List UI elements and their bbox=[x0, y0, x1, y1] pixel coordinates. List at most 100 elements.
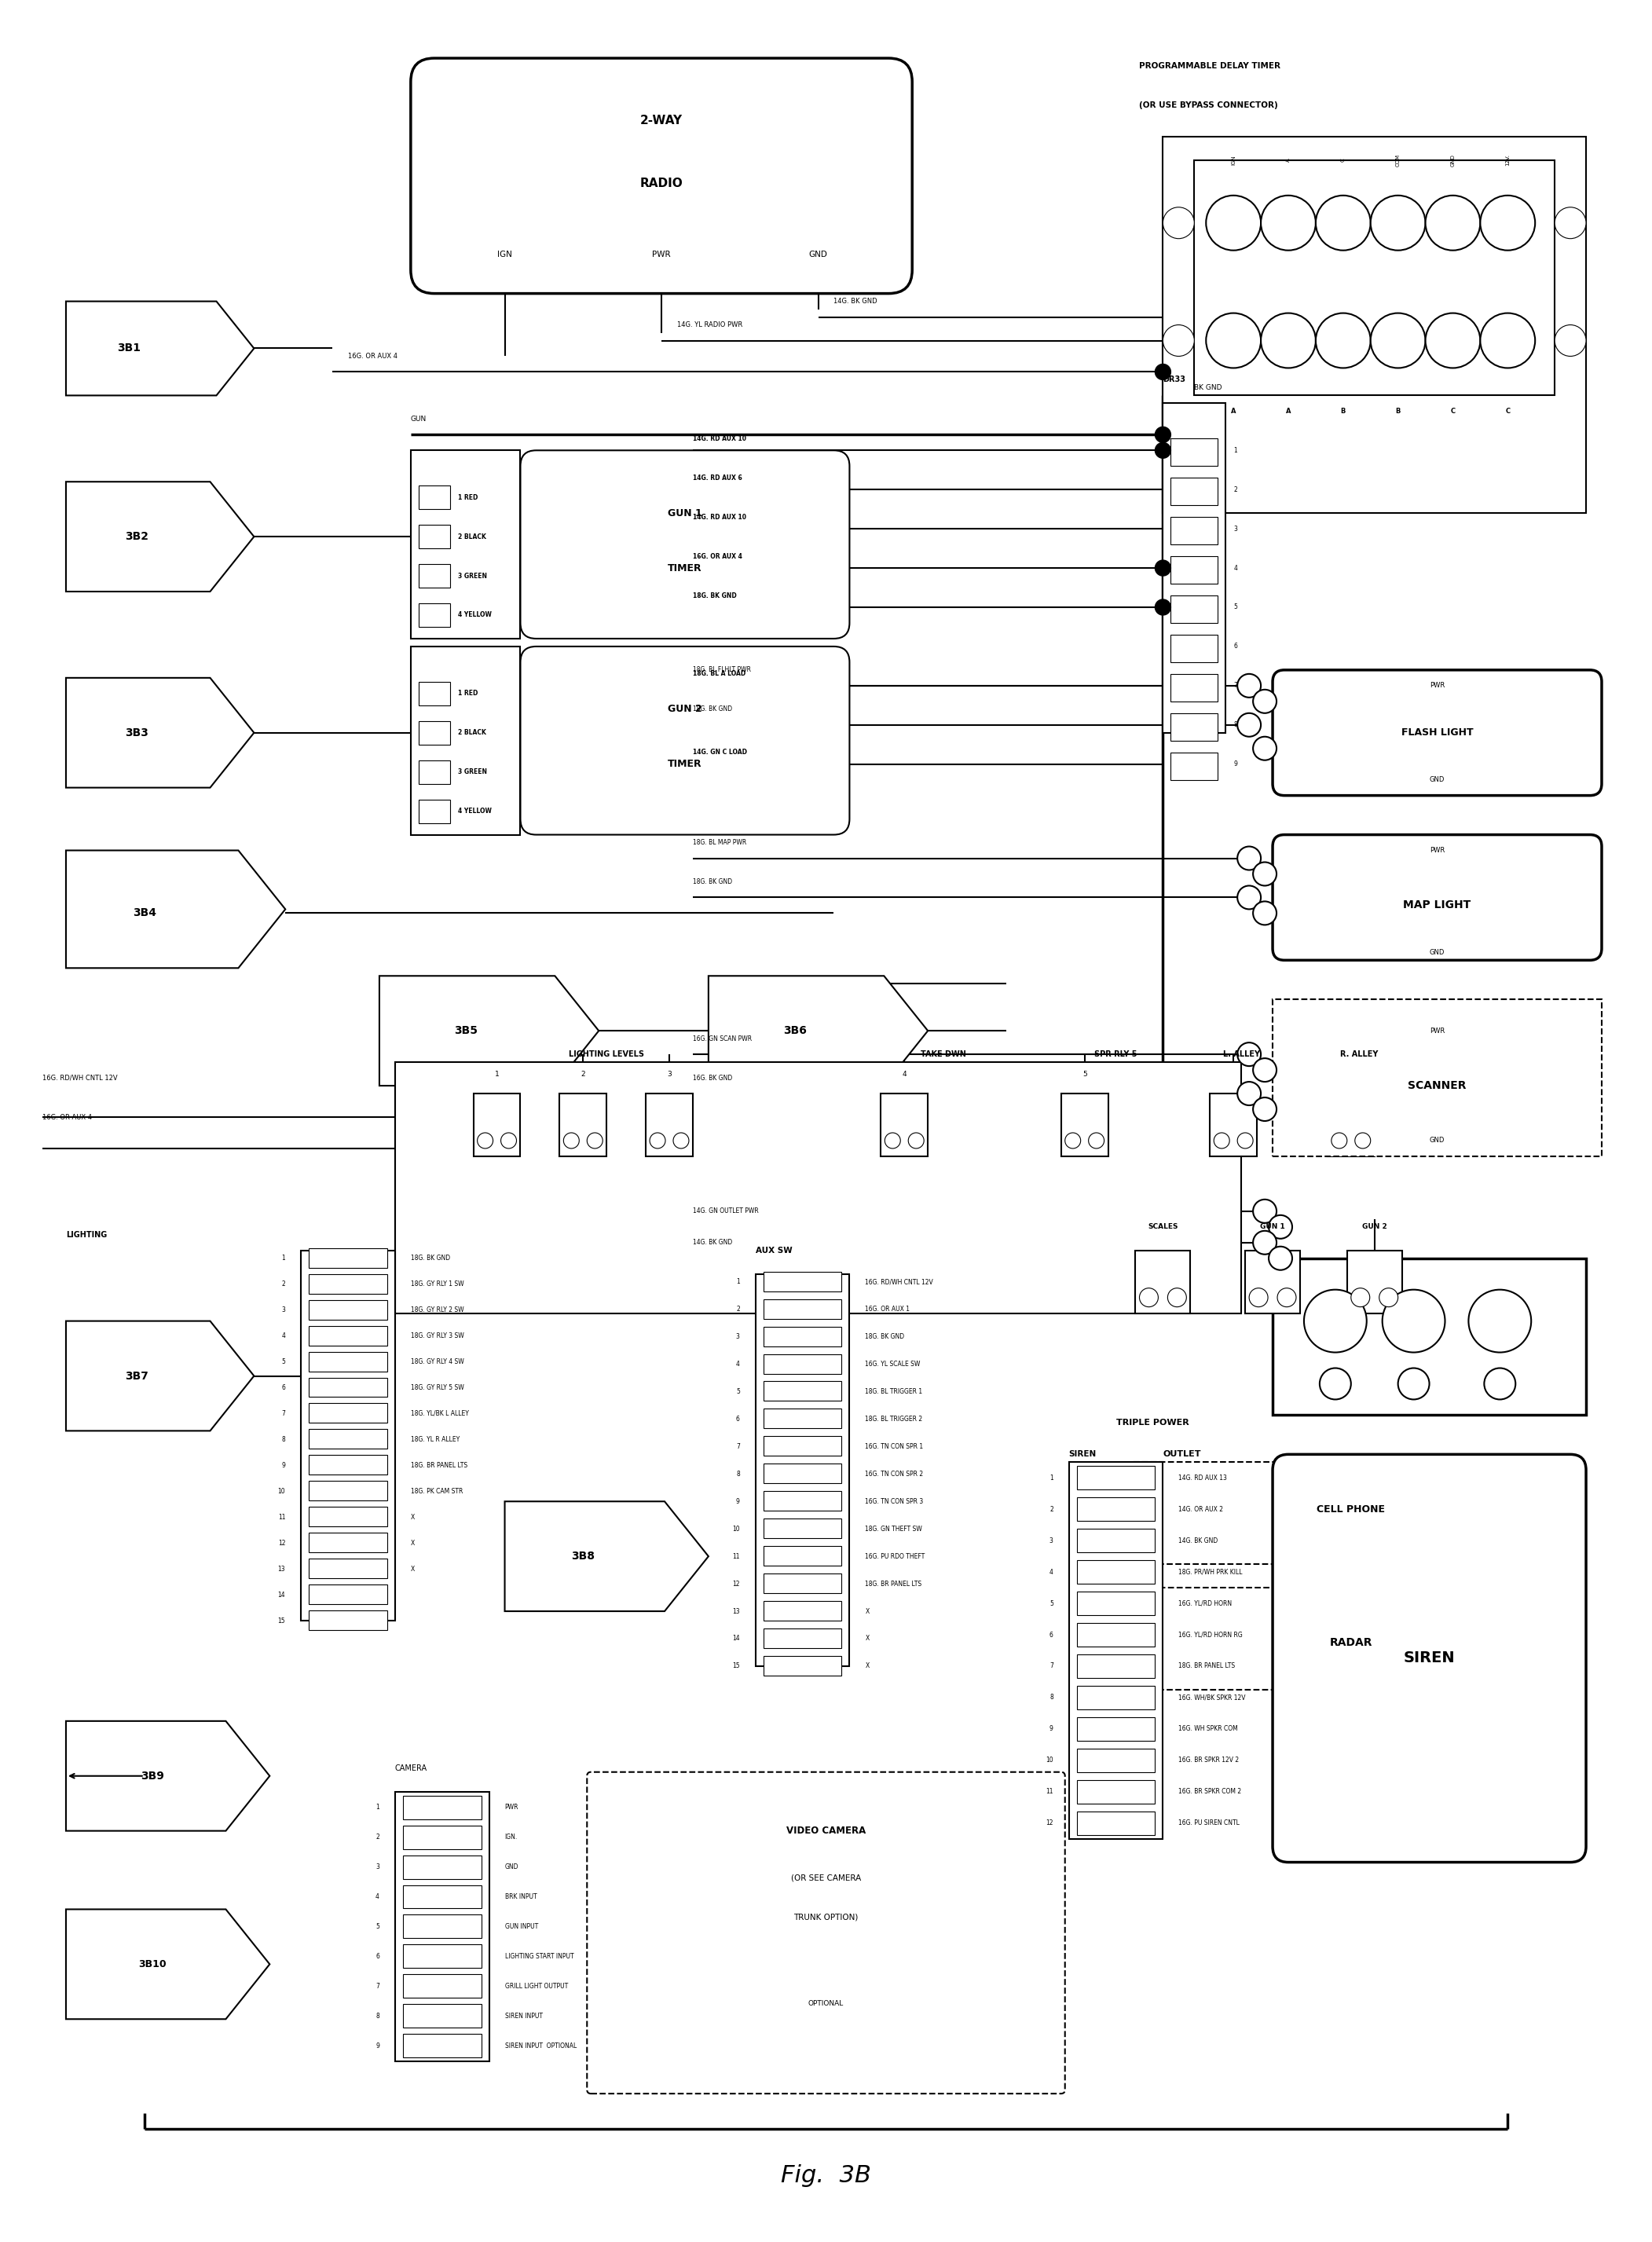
Text: 9: 9 bbox=[1049, 1726, 1054, 1733]
Text: 16G. WH SPKR COM: 16G. WH SPKR COM bbox=[1178, 1726, 1237, 1733]
Bar bbox=[1132, 1587, 1571, 1690]
Bar bbox=[1272, 1000, 1602, 1157]
Bar bbox=[763, 1354, 841, 1374]
Text: 11: 11 bbox=[1046, 1789, 1054, 1796]
Text: X: X bbox=[411, 1565, 415, 1572]
Text: 14: 14 bbox=[278, 1592, 286, 1599]
Text: TAKE DWN: TAKE DWN bbox=[920, 1051, 966, 1058]
Circle shape bbox=[1252, 1199, 1277, 1222]
Bar bbox=[1328, 1094, 1374, 1157]
Text: (OR SEE CAMERA: (OR SEE CAMERA bbox=[791, 1874, 861, 1881]
Text: 4: 4 bbox=[281, 1332, 286, 1338]
Bar bbox=[418, 682, 449, 706]
Text: BRK INPUT: BRK INPUT bbox=[506, 1892, 537, 1901]
Bar bbox=[403, 2004, 481, 2027]
Text: 9: 9 bbox=[737, 1498, 740, 1504]
Text: SIREN: SIREN bbox=[1069, 1451, 1097, 1457]
Text: 4: 4 bbox=[902, 1069, 907, 1078]
Bar bbox=[763, 1601, 841, 1621]
Circle shape bbox=[1249, 1289, 1269, 1307]
Circle shape bbox=[1252, 1099, 1277, 1121]
Text: 3 GREEN: 3 GREEN bbox=[458, 572, 487, 578]
Text: GUN INPUT: GUN INPUT bbox=[506, 1924, 539, 1930]
Text: X: X bbox=[411, 1513, 415, 1520]
Text: 5: 5 bbox=[281, 1359, 286, 1365]
Text: 5: 5 bbox=[1082, 1069, 1087, 1078]
Text: GUN 2: GUN 2 bbox=[1361, 1224, 1388, 1231]
Text: 3B5: 3B5 bbox=[454, 1025, 477, 1036]
Circle shape bbox=[1237, 713, 1260, 738]
Text: 15: 15 bbox=[732, 1664, 740, 1670]
Circle shape bbox=[1252, 901, 1277, 926]
Text: VIDEO CAMERA: VIDEO CAMERA bbox=[786, 1825, 866, 1836]
Text: 3: 3 bbox=[667, 1069, 672, 1078]
Text: 5: 5 bbox=[737, 1388, 740, 1395]
Text: GUN 1: GUN 1 bbox=[667, 509, 702, 518]
Bar bbox=[395, 1791, 489, 2060]
Text: PWR: PWR bbox=[506, 1805, 519, 1812]
Circle shape bbox=[1269, 1215, 1292, 1238]
Bar bbox=[309, 1249, 387, 1267]
Bar bbox=[1246, 1251, 1300, 1314]
Bar bbox=[403, 1915, 481, 1939]
Text: 3B2: 3B2 bbox=[124, 531, 149, 543]
Circle shape bbox=[501, 1132, 517, 1148]
Bar bbox=[1061, 1094, 1108, 1157]
Circle shape bbox=[1163, 206, 1194, 238]
Text: 1: 1 bbox=[737, 1278, 740, 1285]
Text: TRIPLE POWER: TRIPLE POWER bbox=[1115, 1419, 1189, 1426]
Bar bbox=[1171, 556, 1218, 583]
Text: 4 YELLOW: 4 YELLOW bbox=[458, 807, 491, 814]
Circle shape bbox=[885, 1132, 900, 1148]
Bar bbox=[763, 1408, 841, 1428]
Text: A: A bbox=[1285, 408, 1290, 415]
Bar bbox=[309, 1585, 387, 1605]
Text: 16G. BR SPKR 12V 2: 16G. BR SPKR 12V 2 bbox=[1178, 1758, 1239, 1764]
Bar bbox=[763, 1298, 841, 1318]
Bar bbox=[1171, 439, 1218, 466]
Text: 2: 2 bbox=[582, 1069, 585, 1078]
Text: 16G. TN CON SPR 1: 16G. TN CON SPR 1 bbox=[866, 1444, 923, 1451]
Bar bbox=[1163, 137, 1586, 513]
Circle shape bbox=[1252, 1231, 1277, 1253]
Text: 3B10: 3B10 bbox=[139, 1960, 167, 1968]
Text: R. ALLEY: R. ALLEY bbox=[1340, 1051, 1378, 1058]
Text: OUTLET: OUTLET bbox=[1163, 1451, 1201, 1457]
Bar bbox=[403, 2033, 481, 2058]
Bar bbox=[309, 1377, 387, 1397]
Text: GRILL LIGHT OUTPUT: GRILL LIGHT OUTPUT bbox=[506, 1982, 568, 1989]
Bar bbox=[763, 1271, 841, 1291]
Text: CAMERA: CAMERA bbox=[395, 1764, 428, 1771]
Text: FLASH LIGHT: FLASH LIGHT bbox=[1401, 729, 1474, 738]
Text: 16G. RD/WH CNTL 12V: 16G. RD/WH CNTL 12V bbox=[866, 1278, 933, 1285]
Text: A: A bbox=[1285, 159, 1290, 161]
Circle shape bbox=[1469, 1289, 1531, 1352]
Bar bbox=[1077, 1686, 1155, 1708]
Bar bbox=[1132, 1462, 1571, 1565]
Text: TIMER: TIMER bbox=[667, 760, 702, 769]
Text: 14G. RD AUX 10: 14G. RD AUX 10 bbox=[692, 435, 747, 442]
Text: LIGHTING START INPUT: LIGHTING START INPUT bbox=[506, 1953, 573, 1960]
Text: 7: 7 bbox=[281, 1410, 286, 1417]
Text: 3: 3 bbox=[737, 1334, 740, 1341]
Text: 3: 3 bbox=[1234, 525, 1237, 531]
Text: LIGHTING LEVELS: LIGHTING LEVELS bbox=[568, 1051, 644, 1058]
Text: X: X bbox=[866, 1664, 869, 1670]
Text: SCALES: SCALES bbox=[1148, 1224, 1178, 1231]
Bar bbox=[309, 1610, 387, 1630]
Circle shape bbox=[1089, 1132, 1104, 1148]
Circle shape bbox=[1332, 1132, 1346, 1148]
Text: 3B8: 3B8 bbox=[572, 1551, 595, 1563]
Circle shape bbox=[1555, 206, 1586, 238]
Text: SPR RLY 5: SPR RLY 5 bbox=[1095, 1051, 1137, 1058]
Bar bbox=[309, 1352, 387, 1372]
FancyBboxPatch shape bbox=[1272, 670, 1602, 796]
Text: GND: GND bbox=[1429, 1137, 1446, 1143]
Text: 1: 1 bbox=[1234, 446, 1237, 453]
Circle shape bbox=[563, 1132, 580, 1148]
Text: 14G. GN OUTLET PWR: 14G. GN OUTLET PWR bbox=[692, 1208, 758, 1215]
Bar bbox=[309, 1325, 387, 1345]
Circle shape bbox=[1206, 314, 1260, 368]
Text: 2-WAY: 2-WAY bbox=[641, 114, 682, 128]
Bar bbox=[418, 565, 449, 587]
